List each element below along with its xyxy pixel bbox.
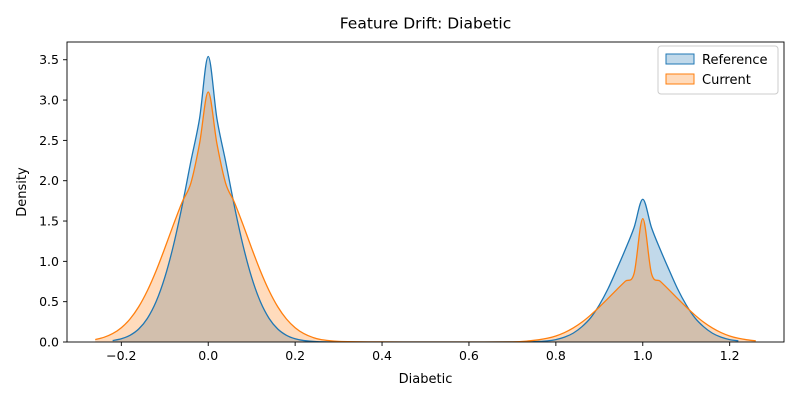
plot-area (95, 55, 756, 342)
series-line-current (95, 91, 756, 342)
series-fill-reference (112, 56, 739, 342)
x-tick-label: 1.2 (720, 348, 740, 363)
chart-title: Feature Drift: Diabetic (340, 15, 512, 33)
x-tick-label: 0.4 (372, 348, 392, 363)
x-tick-label: 0.8 (546, 348, 566, 363)
axes: −0.2 0.0 0.2 0.4 0.6 0.8 1.0 1.2 0.0 0.5 1.0 1.5 2.0… (39, 41, 785, 363)
plot-frame (66, 41, 785, 343)
legend-label-reference: Reference (702, 53, 767, 68)
x-tick-label: 0.2 (285, 348, 305, 363)
x-tick-label: −0.2 (106, 348, 136, 363)
y-tick-label: 0.5 (39, 294, 59, 309)
x-tick-label: 0.0 (198, 348, 218, 363)
y-tick-label: 1.0 (39, 254, 59, 269)
y-axis-label: Density (15, 167, 30, 217)
y-tick-label: 2.0 (39, 173, 59, 188)
x-axis-label: Diabetic (399, 372, 453, 387)
y-tick-label: 0.0 (39, 335, 59, 350)
legend-box (657, 45, 779, 95)
y-tick-label: 3.5 (39, 52, 59, 67)
x-tick-label: 1.0 (633, 348, 653, 363)
y-tick-label: 2.5 (39, 133, 59, 148)
series-line-reference (112, 55, 739, 342)
legend-swatch-reference (665, 53, 695, 65)
legend-swatch-current (665, 73, 695, 85)
x-tick-label: 0.6 (459, 348, 479, 363)
series-fill-current (95, 92, 756, 342)
y-tick-label: 1.5 (39, 214, 59, 229)
legend: Reference Current (657, 45, 779, 95)
y-tick-label: 3.0 (39, 93, 59, 108)
legend-label-current: Current (702, 73, 751, 88)
